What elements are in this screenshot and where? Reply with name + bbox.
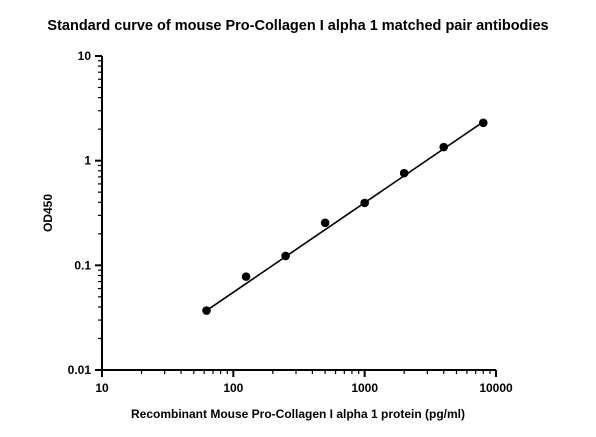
x-tick-label: 100 [223, 381, 243, 395]
fit-line [206, 121, 484, 312]
x-axis-label: Recombinant Mouse Pro-Collagen I alpha 1… [131, 407, 465, 421]
data-point [399, 168, 409, 178]
x-axis-ticks: 10 100 1000 10000 [95, 370, 513, 395]
data-point [241, 272, 251, 281]
fit-line-group [206, 121, 484, 312]
chart-title: Standard curve of mouse Pro-Collagen I a… [47, 18, 548, 34]
data-points [202, 118, 488, 315]
y-tick-label: 0.01 [68, 363, 92, 377]
axes [101, 56, 496, 371]
x-tick-label: 10 [95, 381, 109, 395]
y-tick-label: 10 [78, 49, 92, 63]
data-point [478, 118, 488, 128]
y-axis-label: OD450 [41, 194, 55, 232]
data-point [439, 142, 449, 152]
data-point [281, 251, 290, 261]
data-point [202, 306, 211, 315]
x-tick-label: 10000 [479, 381, 513, 395]
y-tick-label: 1 [84, 154, 91, 168]
data-point [360, 198, 369, 208]
y-tick-label: 0.1 [74, 258, 91, 272]
y-axis-ticks: 0.01 0.1 1 10 [68, 49, 102, 377]
x-tick-label: 1000 [351, 381, 378, 395]
data-point [320, 218, 330, 228]
